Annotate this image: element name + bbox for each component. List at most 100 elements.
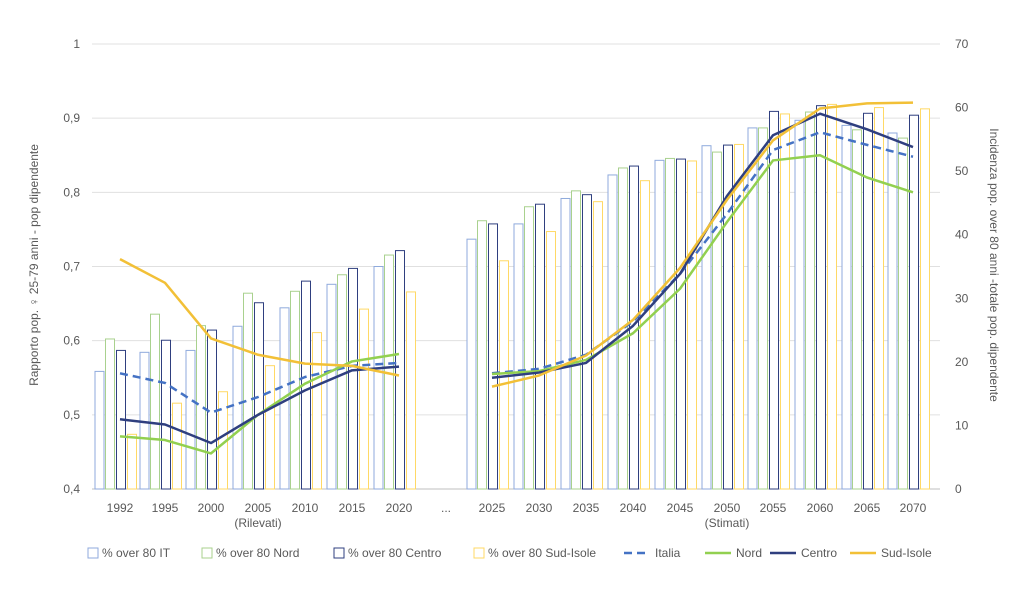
bar--over-80-it: [232, 325, 243, 490]
legend-label: % over 80 Centro: [348, 546, 442, 560]
legend-item: % over 80 Nord: [201, 546, 299, 560]
bar--over-80-nord: [805, 111, 815, 490]
line-sud-isole: [119, 257, 400, 377]
x-tick-label: ...: [441, 501, 451, 515]
y-tick-label: 0,4: [63, 482, 80, 496]
bar--over-80-centro: [488, 223, 498, 490]
bar--over-80-nord: [337, 274, 347, 490]
y2-tick-label: 50: [955, 164, 969, 178]
lines: [119, 101, 914, 455]
legend-swatch: [473, 547, 485, 559]
legend-item: % over 80 Centro: [333, 546, 442, 560]
group-label-rilevati: (Rilevati): [234, 516, 281, 530]
y2-tick-label: 60: [955, 101, 969, 115]
bar--over-80-centro: [723, 144, 733, 490]
bar--over-80-sud-isole: [359, 308, 369, 490]
legend-label: Italia: [655, 546, 681, 560]
y2-tick-label: 10: [955, 418, 969, 432]
bar--over-80-nord: [243, 292, 253, 490]
legend-swatch: [201, 547, 213, 559]
bar--over-80-nord: [665, 157, 675, 490]
bar--over-80-centro: [676, 158, 686, 490]
bar--over-80-nord: [524, 206, 534, 490]
y-tick-label: 0,7: [63, 260, 80, 274]
y2-tick-label: 70: [955, 37, 969, 51]
y-axis-title: Rapporto pop. ♀ 25-79 anni - pop dipende…: [27, 144, 41, 386]
bar--over-80-nord: [758, 127, 768, 490]
x-tick-label: 2010: [292, 501, 319, 515]
bar--over-80-centro: [207, 329, 217, 490]
bar--over-80-centro: [395, 250, 405, 490]
x-tick-label: 2045: [667, 501, 694, 515]
bar--over-80-nord: [477, 220, 487, 490]
x-tick-label: 2000: [198, 501, 225, 515]
bar--over-80-centro: [769, 110, 779, 490]
bar--over-80-centro: [348, 267, 358, 490]
x-tick-label: 2040: [620, 501, 647, 515]
bar--over-80-nord: [571, 190, 581, 490]
legend-swatch: [87, 547, 99, 559]
x-tick-label: 2065: [854, 501, 881, 515]
bar--over-80-it: [560, 197, 571, 490]
x-tick-label: 1992: [107, 501, 134, 515]
bar--over-80-sud-isole: [687, 160, 697, 490]
legend-item: % over 80 Sud-Isole: [473, 546, 596, 560]
y2-tick-label: 30: [955, 291, 969, 305]
group-label-stimati: (Stimati): [705, 516, 750, 530]
y-tick-label: 1: [73, 37, 80, 51]
bar--over-80-sud-isole: [640, 180, 650, 490]
x-tick-label: 2015: [339, 501, 366, 515]
y-tick-label: 0,6: [63, 334, 80, 348]
x-tick-label: 2050: [714, 501, 741, 515]
x-tick-label: 2070: [900, 501, 927, 515]
x-tick-label: 2060: [807, 501, 834, 515]
bar--over-80-sud-isole: [827, 103, 837, 490]
bar--over-80-centro: [254, 302, 264, 490]
bar--over-80-sud-isole: [920, 108, 930, 490]
bar--over-80-it: [94, 370, 105, 490]
bar--over-80-it: [887, 132, 898, 490]
bar--over-80-it: [466, 238, 477, 490]
bar--over-80-nord: [852, 129, 862, 490]
bar--over-80-centro: [535, 203, 545, 490]
bar--over-80-sud-isole: [265, 365, 275, 490]
line-italia: [491, 131, 914, 375]
legend-item: Centro: [770, 546, 837, 560]
bar--over-80-nord: [712, 151, 722, 490]
y2-tick-label: 0: [955, 482, 962, 496]
legend-item: Nord: [705, 546, 762, 560]
bar--over-80-nord: [898, 137, 908, 490]
x-tick-label: 2055: [760, 501, 787, 515]
legend-item: % over 80 IT: [87, 546, 171, 560]
legend-label: Sud-Isole: [881, 546, 932, 560]
x-tick-label: 2025: [479, 501, 506, 515]
legend-label: % over 80 IT: [102, 546, 171, 560]
y2-axis-title: Incidenza pop. over 80 anni -totale pop.…: [987, 128, 1001, 402]
legend-item: Sud-Isole: [850, 546, 932, 560]
y-tick-label: 0,9: [63, 111, 80, 125]
bar--over-80-sud-isole: [780, 113, 790, 490]
bar--over-80-it: [841, 124, 852, 490]
bar--over-80-centro: [582, 194, 592, 490]
bar--over-80-sud-isole: [406, 291, 416, 490]
legend-swatch: [333, 547, 345, 559]
bar--over-80-sud-isole: [546, 231, 556, 490]
x-tick-label: 2005: [245, 501, 272, 515]
bar--over-80-it: [326, 283, 337, 490]
legend-item: Italia: [624, 546, 681, 560]
legend: % over 80 IT % over 80 Nord % over 80 Cent…: [87, 546, 932, 560]
line-centro: [119, 365, 400, 445]
bar--over-80-it: [185, 349, 196, 490]
y-tick-label: 0,5: [63, 408, 80, 422]
bar--over-80-nord: [105, 338, 115, 490]
legend-label: Centro: [801, 546, 837, 560]
bar--over-80-it: [513, 223, 524, 490]
bar--over-80-sud-isole: [874, 107, 884, 490]
legend-label: Nord: [736, 546, 762, 560]
legend-label: % over 80 Sud-Isole: [488, 546, 596, 560]
x-tick-label: 1995: [152, 501, 179, 515]
bar--over-80-centro: [863, 112, 873, 490]
